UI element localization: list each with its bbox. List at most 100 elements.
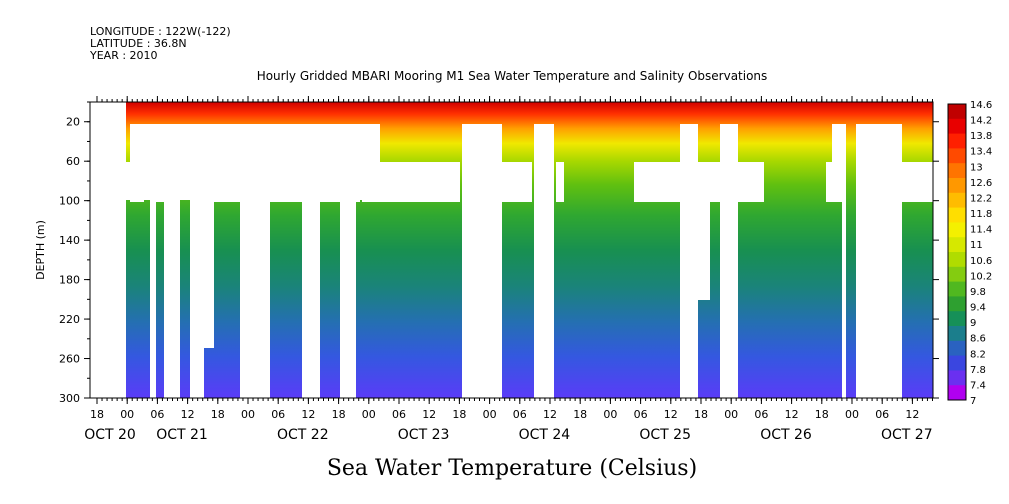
colorbar-swatch	[948, 222, 966, 238]
x-tick-label: 12	[543, 408, 557, 421]
y-axis: 20 60 100 140 180 220 260 300	[59, 101, 939, 405]
data-gap	[368, 124, 380, 202]
x-day-label: OCT 21	[156, 427, 208, 443]
data-gap	[698, 200, 710, 300]
colorbar-swatch	[948, 385, 966, 401]
x-tick-label: 06	[271, 408, 285, 421]
x-tick-label: 06	[875, 408, 889, 421]
x-tick-label: 06	[150, 408, 164, 421]
colorbar-swatch	[948, 266, 966, 283]
x-tick-label: 00	[483, 408, 497, 421]
x-tick-label: 06	[634, 408, 648, 421]
colorbar-label: 8.6	[970, 334, 986, 345]
colorbar-label: 14.2	[970, 116, 992, 127]
chart-title: Hourly Gridded MBARI Mooring M1 Sea Wate…	[257, 69, 768, 83]
colorbar-frame	[947, 103, 967, 401]
colorbar-swatch	[948, 296, 966, 312]
x-tick-label: 00	[724, 408, 738, 421]
data-gap	[164, 124, 180, 398]
data-gap	[720, 124, 738, 398]
colorbar-swatch	[948, 340, 966, 357]
colorbar-swatch	[948, 104, 966, 120]
x-day-label: OCT 20	[84, 427, 136, 443]
data-gap	[214, 124, 240, 202]
bottom-title: Sea Water Temperature (Celsius)	[327, 456, 697, 481]
x-day-label: OCT 27	[881, 427, 933, 443]
data-gap	[320, 124, 340, 202]
y-tick-label: 100	[59, 195, 80, 208]
colorbar-label: 12.2	[970, 193, 992, 204]
data-gap	[842, 200, 846, 398]
data-gap	[856, 124, 902, 398]
colorbar-swatch	[948, 355, 966, 371]
data-gap	[130, 124, 144, 202]
colorbar-label: 13.8	[970, 131, 992, 142]
data-gap	[156, 124, 164, 202]
colorbar-swatch	[948, 252, 966, 268]
x-tick-label: 00	[362, 408, 376, 421]
colorbar-label: 7.8	[970, 365, 986, 376]
data-gap	[190, 124, 204, 398]
colorbar-label: 13	[970, 162, 983, 173]
colorbar-swatch	[948, 148, 966, 164]
y-axis-title: DEPTH (m)	[34, 220, 47, 280]
colorbar-swatch	[948, 281, 966, 297]
colorbar-swatch	[948, 118, 966, 135]
x-tick-label: 12	[664, 408, 678, 421]
data-gap	[352, 162, 360, 202]
data-gap	[240, 124, 270, 398]
y-tick-label: 20	[66, 116, 80, 129]
colorbar-swatch	[948, 237, 966, 253]
x-tick-label: 18	[211, 408, 225, 421]
x-tick-label: 18	[815, 408, 829, 421]
x-tick-label: 00	[241, 408, 255, 421]
colorbar-label: 14.6	[970, 100, 992, 111]
data-gap	[180, 124, 190, 198]
data-gap	[270, 124, 302, 202]
x-tick-label: 18	[90, 408, 104, 421]
x-day-label: OCT 22	[277, 427, 329, 443]
y-tick-label: 140	[59, 234, 80, 247]
x-tick-label: 18	[332, 408, 346, 421]
data-gap	[634, 162, 764, 202]
x-tick-label: 12	[301, 408, 315, 421]
colorbar-label: 8.2	[970, 349, 986, 360]
plot-frame	[89, 101, 934, 399]
data-gap	[150, 124, 156, 398]
data-gap	[832, 124, 846, 202]
colorbar-label: 12.6	[970, 178, 992, 189]
data-gap	[556, 162, 564, 202]
x-tick-label: 18	[573, 408, 587, 421]
colorbar-swatch	[948, 133, 966, 149]
x-tick-label: 06	[513, 408, 527, 421]
x-tick-label: 12	[181, 408, 195, 421]
y-tick-label: 60	[66, 155, 80, 168]
colorbar-swatch	[948, 207, 966, 223]
colorbar-label: 10.6	[970, 256, 992, 267]
data-gap	[534, 124, 554, 398]
colorbar-label: 11.8	[970, 209, 992, 220]
colorbar-label: 10.2	[970, 271, 992, 282]
colorbar-label: 9.4	[970, 303, 986, 314]
data-gap	[710, 162, 720, 202]
x-tick-label: 12	[905, 408, 919, 421]
colorbar-label: 11.4	[970, 225, 992, 236]
colorbar-label: 9.8	[970, 287, 986, 298]
y-tick-label: 300	[59, 392, 80, 405]
longitude-label: LONGITUDE : 122W(-122)	[90, 25, 231, 38]
colorbar-label: 13.4	[970, 147, 992, 158]
colorbar-swatch	[948, 311, 966, 327]
x-tick-label: 12	[422, 408, 436, 421]
x-tick-label: 18	[452, 408, 466, 421]
x-tick-label: 00	[120, 408, 134, 421]
data-gap	[144, 124, 150, 198]
x-tick-label: 18	[694, 408, 708, 421]
data-gap	[680, 124, 698, 398]
data-gap	[90, 102, 126, 398]
colorbar-swatch	[948, 192, 966, 209]
colorbar-swatch	[948, 370, 966, 386]
colorbar-label: 7.4	[970, 380, 986, 391]
colorbar-swatch	[948, 178, 966, 194]
